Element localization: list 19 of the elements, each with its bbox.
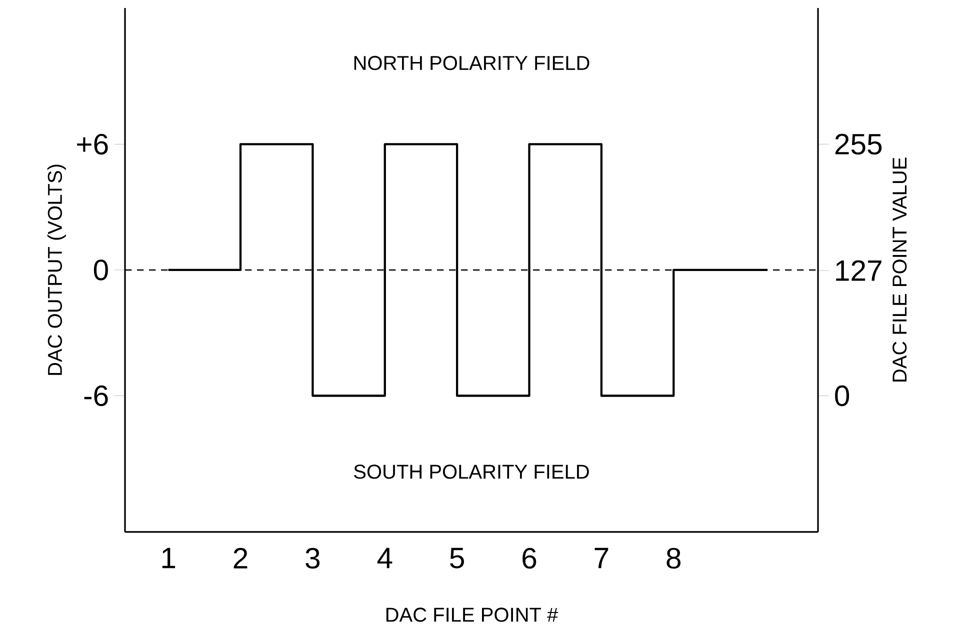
y2-axis-title: DAC FILE POINT VALUE xyxy=(892,158,907,382)
x-tick-label: 1 xyxy=(162,548,176,568)
x-axis-title: DAC FILE POINT # xyxy=(386,608,558,622)
x-tick-label: 3 xyxy=(306,548,320,569)
y-tick-label: -6 xyxy=(84,385,108,406)
x-tick-label: 2 xyxy=(234,548,248,568)
x-tick-label: 7 xyxy=(594,548,608,568)
x-tick-label: 6 xyxy=(522,548,536,569)
annotation: NORTH POLARITY FIELD xyxy=(354,56,590,70)
y2-tick-label: 0 xyxy=(835,385,850,406)
x-tick-label: 8 xyxy=(666,548,680,569)
x-tick-label: 4 xyxy=(377,548,392,568)
y-tick-label: 0 xyxy=(94,260,108,280)
x-tick-label: 5 xyxy=(450,548,464,568)
y-axis-title: DAC OUTPUT (VOLTS) xyxy=(47,164,66,375)
y2-tick-label: 255 xyxy=(835,134,882,155)
y2-tick-label: 127 xyxy=(836,260,882,281)
annotation: SOUTH POLARITY FIELD xyxy=(354,464,589,479)
y-tick-label: +6 xyxy=(77,134,108,155)
